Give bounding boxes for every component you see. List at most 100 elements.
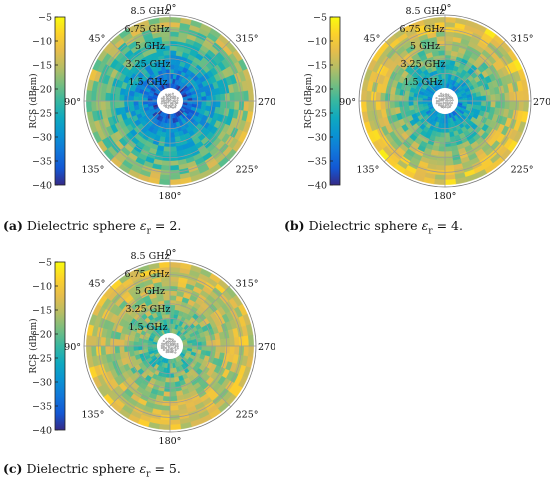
chart-svg-c: −5 −10 −15 −20 −25 −30 −35 −40 RCS (dBsm) 8.5 GHz… — [28, 248, 275, 447]
caption-c-subscript: r — [146, 469, 151, 480]
angle-label: 315° — [236, 278, 259, 289]
angle-label: 180° — [159, 436, 182, 447]
colorbar-tick-label: −40 — [307, 181, 327, 192]
radial-label: 5 GHz — [135, 286, 165, 297]
angle-label: 45° — [89, 33, 106, 44]
angle-label: 135° — [81, 165, 104, 176]
rcs-heatmap — [86, 17, 254, 185]
caption-a-text: Dielectric sphere — [26, 218, 140, 233]
polar-grid — [84, 260, 256, 432]
radial-label: 5 GHz — [410, 41, 440, 52]
caption-b-symbol: ε — [421, 218, 429, 233]
radial-label: 6.75 GHz — [124, 24, 169, 35]
colorbar-tick-label: −25 — [32, 109, 52, 120]
sphere-mesh-icon — [157, 333, 183, 359]
angle-label: 270° — [258, 97, 275, 108]
colorbar-tick-label: −40 — [32, 181, 52, 192]
angle-label: 270° — [258, 342, 275, 353]
caption-c: (c) Dielectric sphere εr = 5. — [3, 461, 181, 480]
radial-label: 3.25 GHz — [125, 304, 170, 315]
caption-b-subscript: r — [428, 226, 433, 237]
colorbar-tick-label: −5 — [38, 13, 52, 24]
angle-label: 45° — [89, 278, 106, 289]
angle-label: 225° — [236, 165, 259, 176]
colorbar-tick-label: −10 — [307, 37, 327, 48]
angle-label: 180° — [159, 191, 182, 202]
colorbar-tick-label: −30 — [32, 378, 52, 389]
colorbar-tick-label: −20 — [307, 85, 327, 96]
colorbar-tick-label: −30 — [32, 133, 52, 144]
colorbar-tick-label: −15 — [307, 61, 327, 72]
angle-label: 180° — [434, 191, 457, 202]
angle-label: 0° — [441, 3, 452, 14]
angle-label: 0° — [166, 248, 177, 259]
colorbar-tick-label: −35 — [32, 402, 52, 413]
caption-a-symbol: ε — [139, 218, 147, 233]
colorbar-tick-label: −30 — [307, 133, 327, 144]
polar-grid — [359, 15, 531, 187]
angle-label: 45° — [364, 33, 381, 44]
caption-c-equation: = 5. — [150, 461, 181, 476]
radial-label: 8.5 GHz — [130, 251, 169, 262]
colorbar-label: RCS (dBsm) — [28, 318, 39, 373]
colorbar-tick-label: −10 — [32, 37, 52, 48]
caption-c-symbol: ε — [139, 461, 147, 476]
caption-a-label: (a) — [3, 218, 23, 233]
radial-label: 1.5 GHz — [403, 77, 442, 88]
polar-rcs-chart-b: −5 −10 −15 −20 −25 −30 −35 −40 RCS (dBsm) 8.5 GHz… — [275, 0, 550, 240]
radial-label: 8.5 GHz — [405, 6, 444, 17]
colorbar-tick-label: −40 — [32, 426, 52, 437]
caption-a-subscript: r — [146, 226, 151, 237]
chart-svg-b: −5 −10 −15 −20 −25 −30 −35 −40 RCS (dBsm) 8.5 GHz… — [303, 3, 550, 202]
chart-svg-a: −5 −10 −15 −20 −25 −30 −35 −40 RCS (dBsm) 8.5 GHz… — [28, 3, 275, 202]
colorbar-tick-label: −25 — [307, 109, 327, 120]
caption-c-text: Dielectric sphere — [26, 461, 140, 476]
colorbar-tick-label: −35 — [307, 157, 327, 168]
angle-label: 225° — [511, 165, 534, 176]
colorbar-tick-label: −25 — [32, 354, 52, 365]
polar-rcs-chart-a: −5 −10 −15 −20 −25 −30 −35 −40 RCS (dBsm) 8.5 GHz… — [0, 0, 275, 240]
colorbar-tick-label: −5 — [313, 13, 327, 24]
radial-label: 6.75 GHz — [124, 269, 169, 280]
colorbar-tick-label: −20 — [32, 330, 52, 341]
angle-label: 225° — [236, 410, 259, 421]
caption-b-text: Dielectric sphere — [308, 218, 422, 233]
caption-b: (b) Dielectric sphere εr = 4. — [284, 218, 463, 237]
colorbar — [54, 261, 66, 431]
angle-label: 90° — [339, 97, 356, 108]
caption-c-label: (c) — [3, 461, 23, 476]
angle-label: 90° — [64, 342, 81, 353]
radial-label: 5 GHz — [135, 41, 165, 52]
colorbar-tick-label: −15 — [32, 61, 52, 72]
colorbar-tick-label: −15 — [32, 306, 52, 317]
radial-label: 3.25 GHz — [125, 59, 170, 70]
polar-rcs-chart-c: −5 −10 −15 −20 −25 −30 −35 −40 RCS (dBsm) 8.5 GHz… — [0, 245, 275, 480]
caption-b-equation: = 4. — [432, 218, 463, 233]
colorbar-tick-label: −5 — [38, 258, 52, 269]
sphere-mesh-icon — [432, 88, 458, 114]
radial-label: 1.5 GHz — [128, 77, 167, 88]
radial-label: 3.25 GHz — [400, 59, 445, 70]
angle-label: 90° — [64, 97, 81, 108]
angle-label: 135° — [356, 165, 379, 176]
caption-b-label: (b) — [284, 218, 305, 233]
colorbar-tick-label: −35 — [32, 157, 52, 168]
sphere-mesh-icon — [157, 88, 183, 114]
colorbar-label: RCS (dBsm) — [28, 73, 39, 128]
angle-label: 0° — [166, 3, 177, 14]
angle-label: 315° — [511, 33, 534, 44]
angle-label: 315° — [236, 33, 259, 44]
polar-grid — [84, 15, 256, 187]
radial-label: 1.5 GHz — [128, 322, 167, 333]
colorbar — [54, 16, 66, 186]
angle-label: 135° — [81, 410, 104, 421]
caption-a: (a) Dielectric sphere εr = 2. — [3, 218, 181, 237]
colorbar-label: RCS (dBsm) — [303, 73, 314, 128]
radial-label: 6.75 GHz — [399, 24, 444, 35]
angle-label: 270° — [533, 97, 550, 108]
caption-a-equation: = 2. — [150, 218, 182, 233]
colorbar-tick-label: −20 — [32, 85, 52, 96]
rcs-heatmap — [86, 262, 254, 430]
colorbar-tick-label: −10 — [32, 282, 52, 293]
radial-label: 8.5 GHz — [130, 6, 169, 17]
